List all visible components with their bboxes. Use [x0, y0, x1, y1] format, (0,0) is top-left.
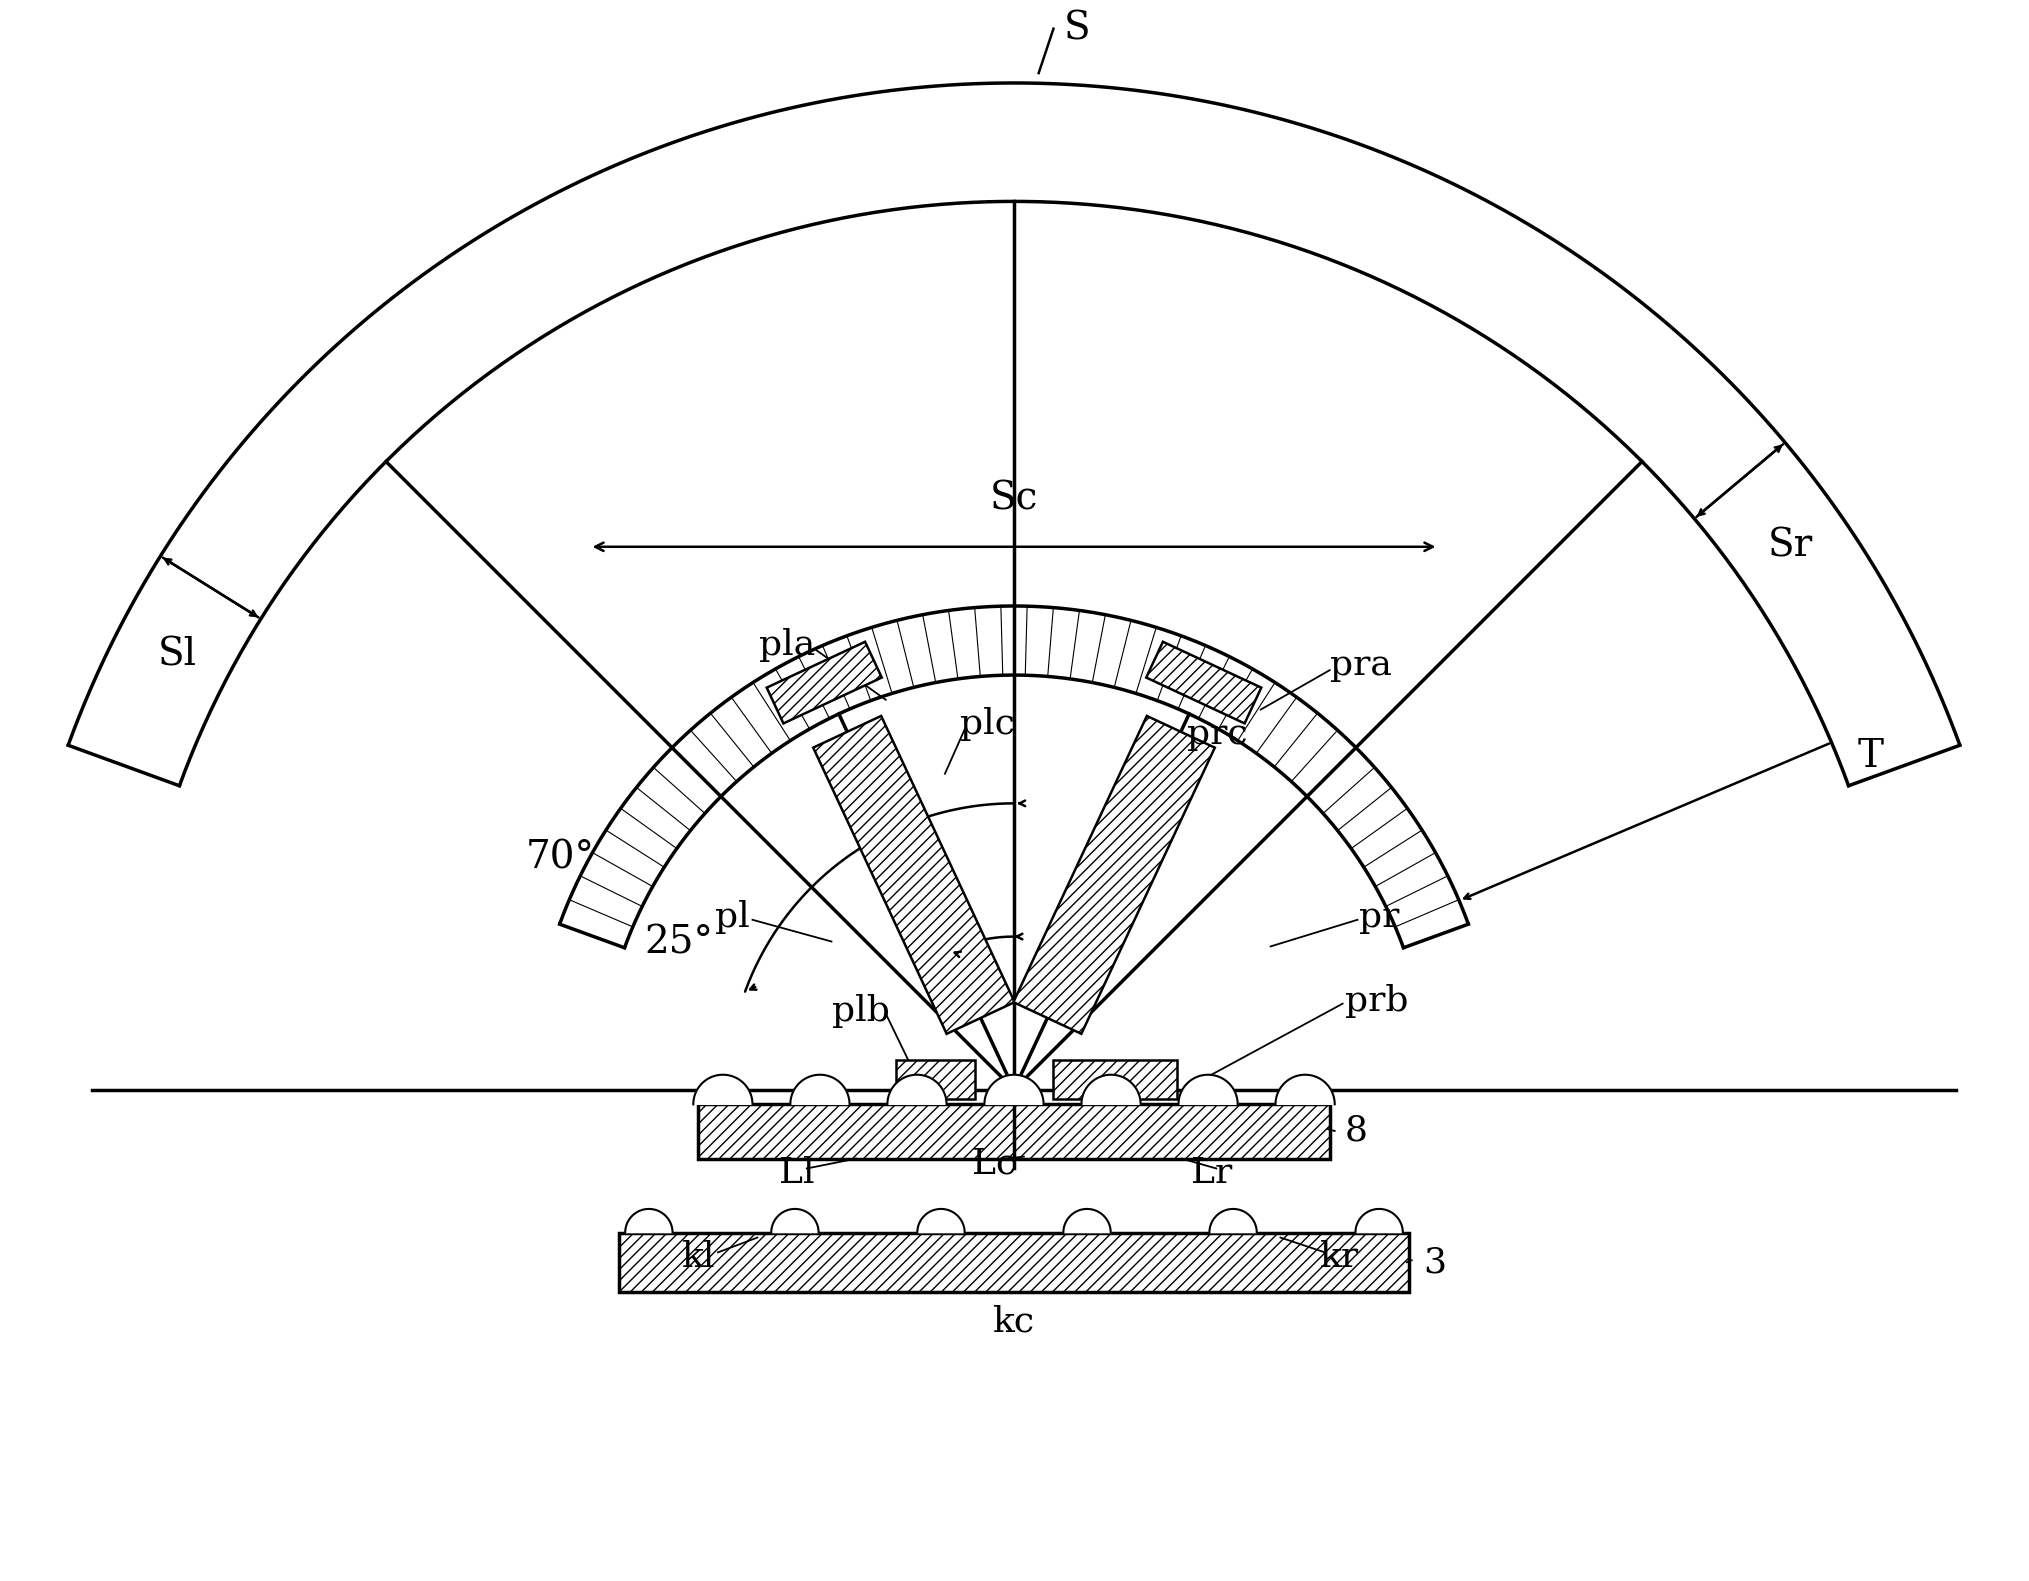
Polygon shape [1053, 1059, 1177, 1099]
Text: kc: kc [992, 1304, 1035, 1339]
Text: Sr: Sr [1767, 528, 1812, 564]
Text: Sc: Sc [990, 481, 1039, 517]
Polygon shape [694, 1075, 753, 1105]
Polygon shape [1209, 1209, 1256, 1233]
Text: kl: kl [682, 1240, 714, 1274]
Text: pla: pla [759, 629, 816, 662]
Text: pr: pr [1359, 900, 1400, 934]
Polygon shape [1063, 1209, 1110, 1233]
Text: pra: pra [1329, 648, 1392, 681]
Text: plc: plc [960, 707, 1014, 741]
Text: kr: kr [1321, 1240, 1359, 1274]
Text: prc: prc [1187, 718, 1248, 751]
Text: prb: prb [1345, 983, 1408, 1018]
Polygon shape [625, 1209, 672, 1233]
Polygon shape [771, 1209, 818, 1233]
Polygon shape [895, 1059, 974, 1099]
Bar [619, 1233, 1408, 1292]
Text: Sl: Sl [158, 636, 197, 674]
Text: Lr: Lr [1191, 1156, 1232, 1190]
Polygon shape [767, 642, 883, 724]
Polygon shape [1081, 1075, 1140, 1105]
Polygon shape [1146, 642, 1262, 724]
Text: plb: plb [832, 993, 891, 1028]
Text: Ll: Ll [779, 1156, 816, 1190]
Text: S: S [1063, 9, 1090, 47]
Polygon shape [1276, 1075, 1335, 1105]
Text: 3: 3 [1424, 1246, 1447, 1279]
Polygon shape [887, 1075, 948, 1105]
Polygon shape [1179, 1075, 1238, 1105]
Polygon shape [814, 716, 1014, 1034]
Polygon shape [791, 1075, 850, 1105]
Text: 25°: 25° [643, 925, 712, 961]
Text: T: T [1857, 738, 1883, 775]
Text: pl: pl [716, 900, 751, 934]
Text: Lc: Lc [972, 1146, 1017, 1181]
Text: 70°: 70° [526, 840, 594, 876]
Polygon shape [1355, 1209, 1402, 1233]
Text: 8: 8 [1345, 1115, 1368, 1148]
Polygon shape [984, 1075, 1043, 1105]
Polygon shape [917, 1209, 964, 1233]
Polygon shape [1012, 716, 1215, 1034]
Bar [698, 1105, 1329, 1159]
